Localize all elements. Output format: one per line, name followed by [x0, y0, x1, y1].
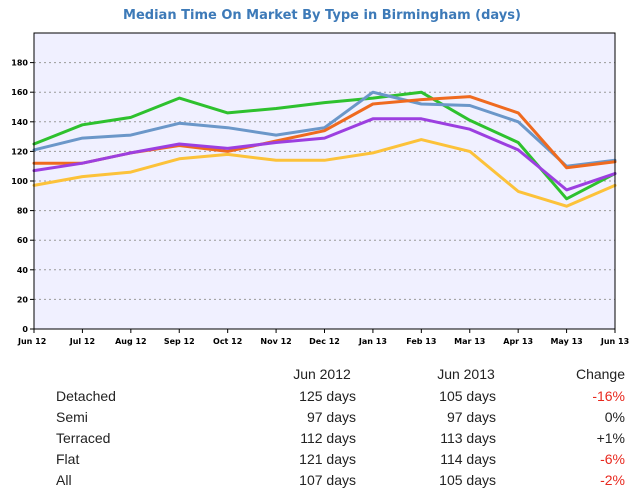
y-tick-label-100: 100 — [11, 177, 28, 186]
x-tick-label-4: Oct 12 — [213, 337, 242, 346]
header-jun-2013: Jun 2013 — [437, 366, 495, 382]
x-tick-label-8: Feb 13 — [406, 337, 436, 346]
row-jun-2012: 107 days — [299, 472, 356, 488]
row-jun-2013: 97 days — [446, 409, 496, 425]
x-tick-label-9: Mar 13 — [454, 337, 485, 346]
row-jun-2012: 112 days — [300, 430, 356, 446]
line-chart: 0 20 40 60 80 100 120 140 160 180 Jun 12 Jul 12 Aug … — [11, 32, 629, 346]
header-jun-2012: Jun 2012 — [293, 366, 351, 382]
y-tick-label-140: 140 — [11, 118, 28, 127]
row-change: +1% — [596, 430, 625, 446]
series-line-3 — [32, 117, 617, 192]
row-jun-2013: 105 days — [439, 472, 496, 488]
x-tick-label-1: Jul 12 — [69, 337, 95, 346]
x-tick-label-12: Jun 13 — [600, 337, 629, 346]
series-line-0 — [32, 90, 617, 201]
row-type: Terraced — [56, 430, 111, 446]
x-tick-label-0: Jun 12 — [17, 337, 46, 346]
x-tick-label-6: Dec 12 — [309, 337, 340, 346]
row-change: -6% — [600, 451, 625, 467]
y-tick-label-160: 160 — [11, 88, 28, 97]
row-type: All — [56, 472, 72, 488]
row-jun-2013: 105 days — [439, 388, 496, 404]
x-tick-label-2: Aug 12 — [115, 337, 147, 346]
header-change: Change — [575, 366, 625, 382]
x-tick-label-10: Apr 13 — [503, 337, 533, 346]
row-jun-2012: 121 days — [299, 451, 356, 467]
x-tick-label-7: Jan 13 — [358, 337, 387, 346]
row-jun-2012: 125 days — [299, 388, 356, 404]
row-change: -16% — [592, 388, 625, 404]
y-tick-label-20: 20 — [17, 295, 29, 304]
y-tick-label-0: 0 — [22, 325, 28, 334]
plot-border — [33, 32, 616, 330]
row-type: Semi — [56, 409, 88, 425]
y-tick-label-60: 60 — [17, 236, 29, 245]
row-type: Flat — [56, 451, 80, 467]
row-type: Detached — [56, 388, 116, 404]
y-tick-label-120: 120 — [11, 147, 28, 156]
x-tick-label-5: Nov 12 — [260, 337, 291, 346]
chart-title: Median Time On Market By Type in Birming… — [123, 8, 521, 23]
y-tick-label-40: 40 — [17, 266, 29, 275]
y-tick-label-80: 80 — [17, 207, 29, 216]
row-jun-2013: 113 days — [440, 430, 496, 446]
row-jun-2012: 97 days — [306, 409, 356, 425]
row-change: 0% — [604, 409, 625, 425]
series-line-1 — [32, 90, 617, 168]
row-jun-2013: 114 days — [440, 451, 496, 467]
y-tick-label-180: 180 — [11, 59, 28, 68]
x-tick-label-11: May 13 — [550, 337, 582, 346]
series-line-4 — [32, 138, 617, 208]
x-tick-label-3: Sep 12 — [164, 337, 195, 346]
row-change: -2% — [600, 472, 625, 488]
